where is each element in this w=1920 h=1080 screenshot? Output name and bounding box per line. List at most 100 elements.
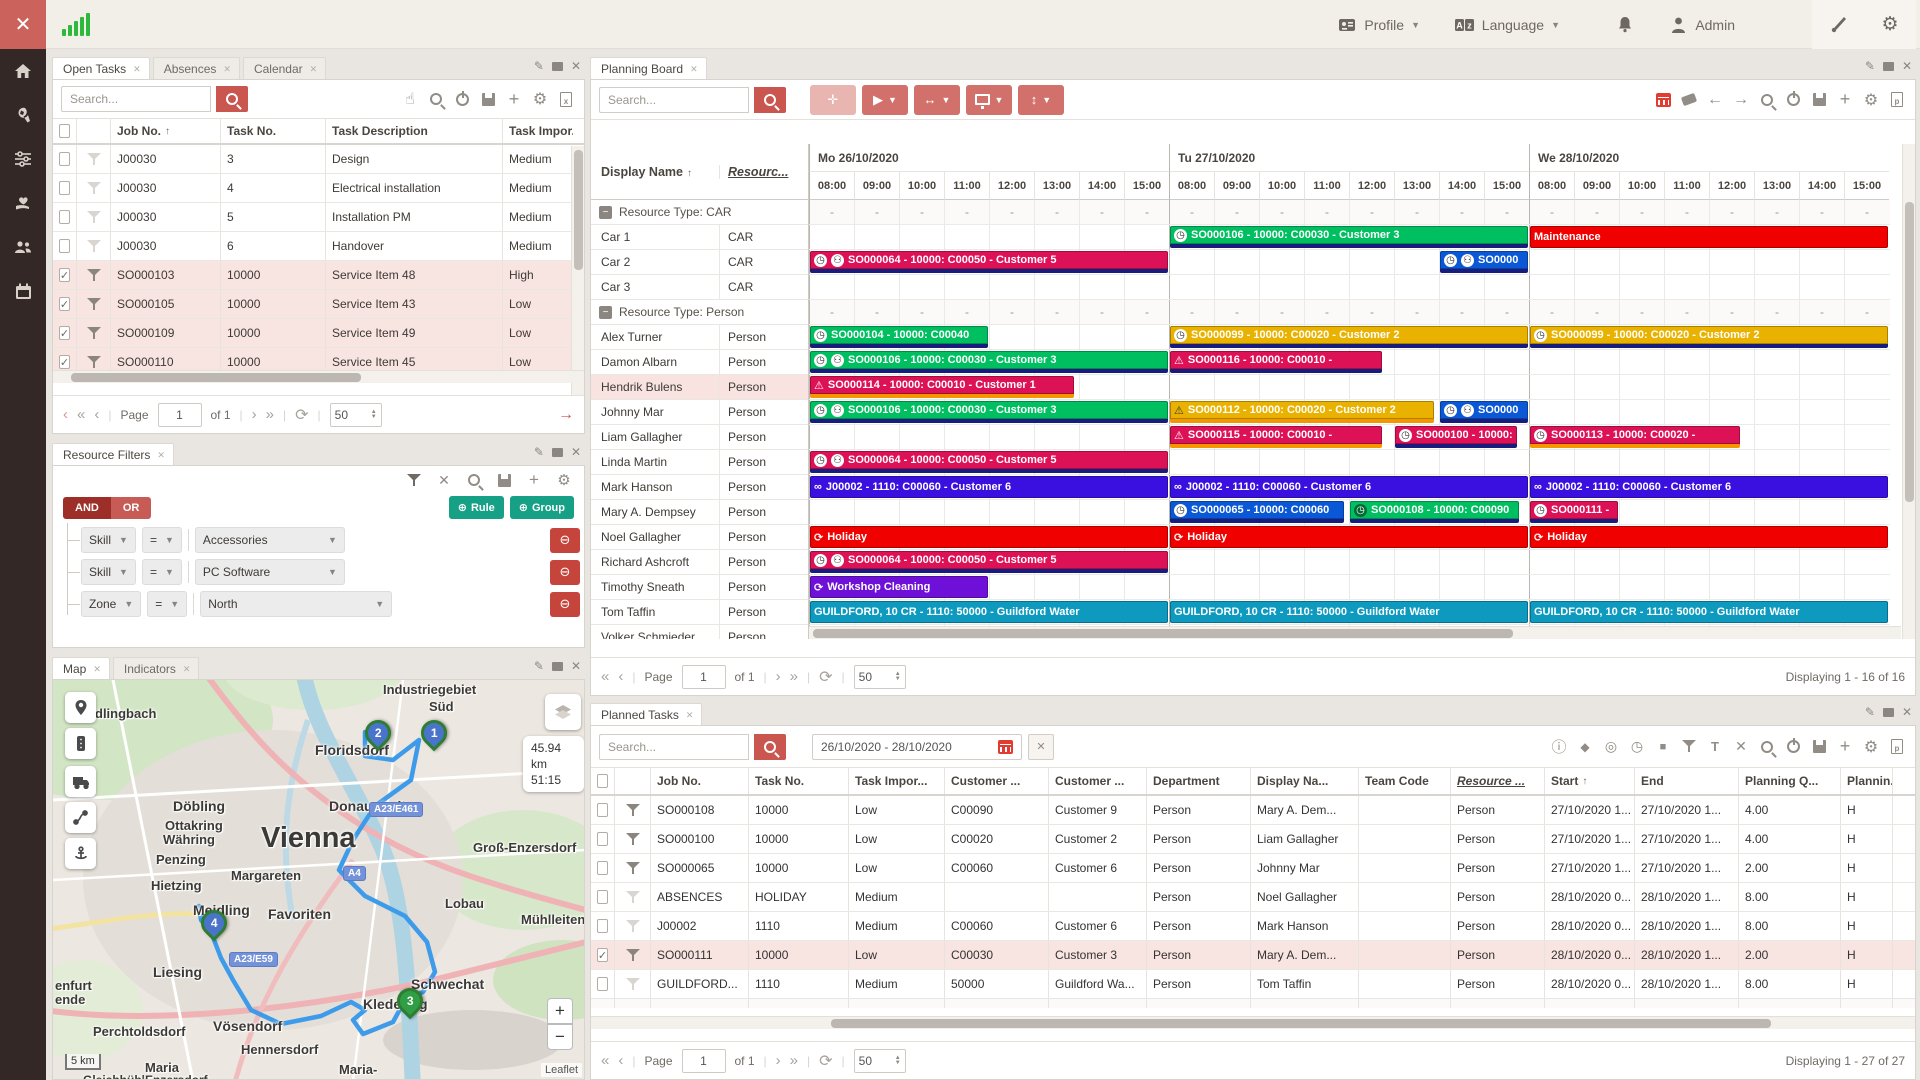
filter-icon[interactable] — [1679, 738, 1699, 756]
table-row[interactable]: ✓SO00011110000LowC00030Customer 3PersonM… — [591, 941, 1915, 970]
date-range-input[interactable]: 26/10/2020 - 28/10/2020 — [812, 734, 1022, 760]
gantt-task-bar[interactable]: Maintenance — [1530, 226, 1888, 248]
map-anchor-button[interactable] — [65, 838, 96, 869]
clear-filter-icon[interactable]: ✕ — [1731, 738, 1751, 756]
page-size-select[interactable]: 50▲▼ — [854, 1049, 906, 1073]
rule-field-select[interactable]: Zone▼ — [81, 591, 141, 617]
target-icon[interactable]: ◎ — [1601, 738, 1621, 756]
text-filter-icon[interactable]: T — [1705, 738, 1725, 756]
zoom-icon[interactable] — [464, 471, 484, 489]
page-input[interactable]: 1 — [682, 665, 726, 689]
save-icon[interactable] — [478, 90, 498, 108]
info-icon[interactable]: ⓘ — [1549, 738, 1569, 756]
tab-map[interactable]: Map✕ — [52, 657, 110, 680]
row-filter-icon[interactable] — [87, 211, 101, 224]
gantt-row[interactable]: ◷SO000065 - 10000: C00060◷SO000108 - 100… — [809, 500, 1890, 525]
gantt-task-bar[interactable]: ⟳Holiday — [1170, 526, 1528, 548]
gear-icon[interactable]: ⚙ — [1861, 738, 1881, 756]
column-header[interactable] — [591, 768, 615, 794]
column-header[interactable]: Job No. — [651, 768, 749, 794]
row-checkbox[interactable] — [59, 239, 70, 253]
table-row[interactable]: GUILDFORD...1110Medium50000Guildford Wa.… — [591, 970, 1915, 999]
table-row[interactable]: J000303DesignMedium — [53, 145, 584, 174]
gantt-task-bar[interactable]: ◷SO000106 - 10000: C00030 - Customer 3 — [1170, 226, 1528, 248]
map-zoom-out-button[interactable]: − — [547, 1024, 573, 1050]
gantt-task-bar[interactable]: ◷⚇SO0000 — [1440, 251, 1528, 273]
search-button[interactable] — [754, 734, 786, 760]
horizontal-scale-button[interactable]: ↔ ▼ — [914, 85, 960, 115]
row-checkbox[interactable] — [59, 152, 70, 166]
gantt-task-bar[interactable]: GUILDFORD, 10 CR - 1110: 50000 - Guildfo… — [1530, 601, 1888, 623]
row-filter-icon[interactable] — [626, 949, 640, 962]
column-header[interactable]: Department — [1147, 768, 1251, 794]
horizontal-scrollbar[interactable] — [53, 370, 584, 383]
gantt-row[interactable]: GUILDFORD, 10 CR - 1110: 50000 - Guildfo… — [809, 600, 1890, 625]
tab-planning-board[interactable]: Planning Board✕ — [590, 57, 707, 80]
col-resource-type[interactable]: Resourc... — [719, 165, 795, 179]
column-header[interactable]: Task No. — [749, 768, 849, 794]
edit-panel-icon[interactable]: ✎ — [534, 59, 544, 73]
rule-value-select[interactable]: PC Software▼ — [195, 559, 345, 585]
gear-icon[interactable]: ⚙ — [1861, 91, 1881, 109]
clear-icon[interactable]: ✕ — [434, 471, 454, 489]
table-row[interactable]: J000306HandoverMedium — [53, 232, 584, 261]
resource-row[interactable]: Timothy SneathPerson — [591, 575, 808, 600]
edit-panel-icon[interactable]: ✎ — [534, 659, 544, 673]
page-first-icon[interactable]: « — [77, 406, 85, 423]
column-header[interactable]: Display Na... — [1251, 768, 1359, 794]
col-task-importance[interactable]: Task Impor... — [503, 119, 573, 143]
edit-panel-icon[interactable]: ✎ — [1865, 59, 1875, 73]
gantt-task-bar[interactable]: ◷SO000104 - 10000: C00040 — [810, 326, 988, 348]
gantt-task-bar[interactable]: GUILDFORD, 10 CR - 1110: 50000 - Guildfo… — [1170, 601, 1528, 623]
table-row[interactable]: SO00010010000LowC00020Customer 2PersonLi… — [591, 825, 1915, 854]
row-checkbox[interactable] — [597, 890, 608, 904]
row-filter-icon[interactable] — [626, 862, 640, 875]
page-back-icon[interactable]: ‹ — [618, 1052, 623, 1069]
gantt-hscrollbar[interactable] — [809, 626, 1901, 639]
rule-operator-select[interactable]: =▼ — [142, 527, 182, 553]
refresh-icon[interactable]: ⟳ — [295, 405, 308, 425]
column-header[interactable]: Resource ... — [1451, 768, 1545, 794]
row-checkbox[interactable]: ✓ — [59, 326, 70, 340]
gantt-task-bar[interactable]: ◷⚇SO0000 — [1440, 401, 1528, 423]
power-icon[interactable] — [1783, 91, 1803, 109]
page-prev-icon[interactable]: ‹ — [63, 406, 68, 423]
resource-row[interactable]: Car 2CAR — [591, 250, 808, 275]
maximize-icon[interactable] — [552, 448, 563, 457]
row-filter-icon[interactable] — [87, 327, 101, 340]
gantt-row[interactable]: ◷⚇SO000106 - 10000: C00030 - Customer 3⚠… — [809, 350, 1890, 375]
map-layers-button[interactable] — [545, 694, 581, 730]
maximize-icon[interactable] — [552, 662, 563, 671]
history-icon[interactable]: ◷ — [1627, 738, 1647, 756]
edit-panel-icon[interactable]: ✎ — [534, 445, 544, 459]
row-filter-icon[interactable] — [626, 804, 640, 817]
resource-row[interactable]: Richard AshcroftPerson — [591, 550, 808, 575]
gantt-task-bar[interactable]: ⟳Holiday — [810, 526, 1168, 548]
display-mode-button[interactable]: ▼ — [966, 85, 1012, 115]
row-filter-icon[interactable] — [87, 298, 101, 311]
resource-row[interactable]: Car 3CAR — [591, 275, 808, 300]
row-filter-icon[interactable] — [87, 356, 101, 369]
horizontal-scrollbar[interactable] — [591, 1016, 1915, 1029]
table-row[interactable]: ABSENCESHOLIDAYMediumPersonNoel Gallaghe… — [591, 883, 1915, 912]
row-checkbox[interactable] — [597, 803, 608, 817]
add-icon[interactable]: + — [1835, 91, 1855, 109]
gantt-task-bar[interactable]: ⚠SO000115 - 10000: C00010 - — [1170, 426, 1382, 448]
power-icon[interactable] — [452, 90, 472, 108]
page-next-icon[interactable]: › — [776, 1052, 781, 1069]
page-next-icon[interactable]: › — [252, 406, 257, 423]
gantt-group-row[interactable]: ------------------------ — [809, 200, 1890, 225]
sidebar-item-care[interactable] — [0, 181, 46, 225]
resource-row[interactable]: Car 1CAR — [591, 225, 808, 250]
gantt-task-bar[interactable]: ◷SO000100 - 10000: — [1395, 426, 1517, 448]
add-icon[interactable]: + — [504, 90, 524, 108]
gantt-task-bar[interactable]: ⚠SO000116 - 10000: C00010 - — [1170, 351, 1382, 373]
gantt-row[interactable]: ⚠SO000115 - 10000: C00010 - ◷SO000100 - 1… — [809, 425, 1890, 450]
maximize-icon[interactable] — [552, 62, 563, 71]
row-filter-icon[interactable] — [87, 269, 101, 282]
add-icon[interactable]: + — [1835, 738, 1855, 756]
map-truck-button[interactable] — [65, 766, 96, 797]
logic-toggle[interactable]: AND OR — [63, 497, 151, 519]
row-filter-icon[interactable] — [626, 920, 640, 933]
map-traffic-button[interactable] — [65, 728, 96, 759]
